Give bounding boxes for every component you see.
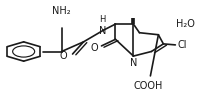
- Text: N: N: [98, 26, 106, 36]
- Text: N: N: [129, 58, 136, 68]
- Text: NH₂: NH₂: [52, 6, 71, 16]
- Text: Cl: Cl: [176, 40, 186, 50]
- Text: H: H: [99, 15, 105, 24]
- Text: H₂O: H₂O: [175, 19, 194, 29]
- Text: O: O: [60, 51, 67, 61]
- Text: COOH: COOH: [133, 81, 162, 91]
- Text: O: O: [90, 43, 98, 53]
